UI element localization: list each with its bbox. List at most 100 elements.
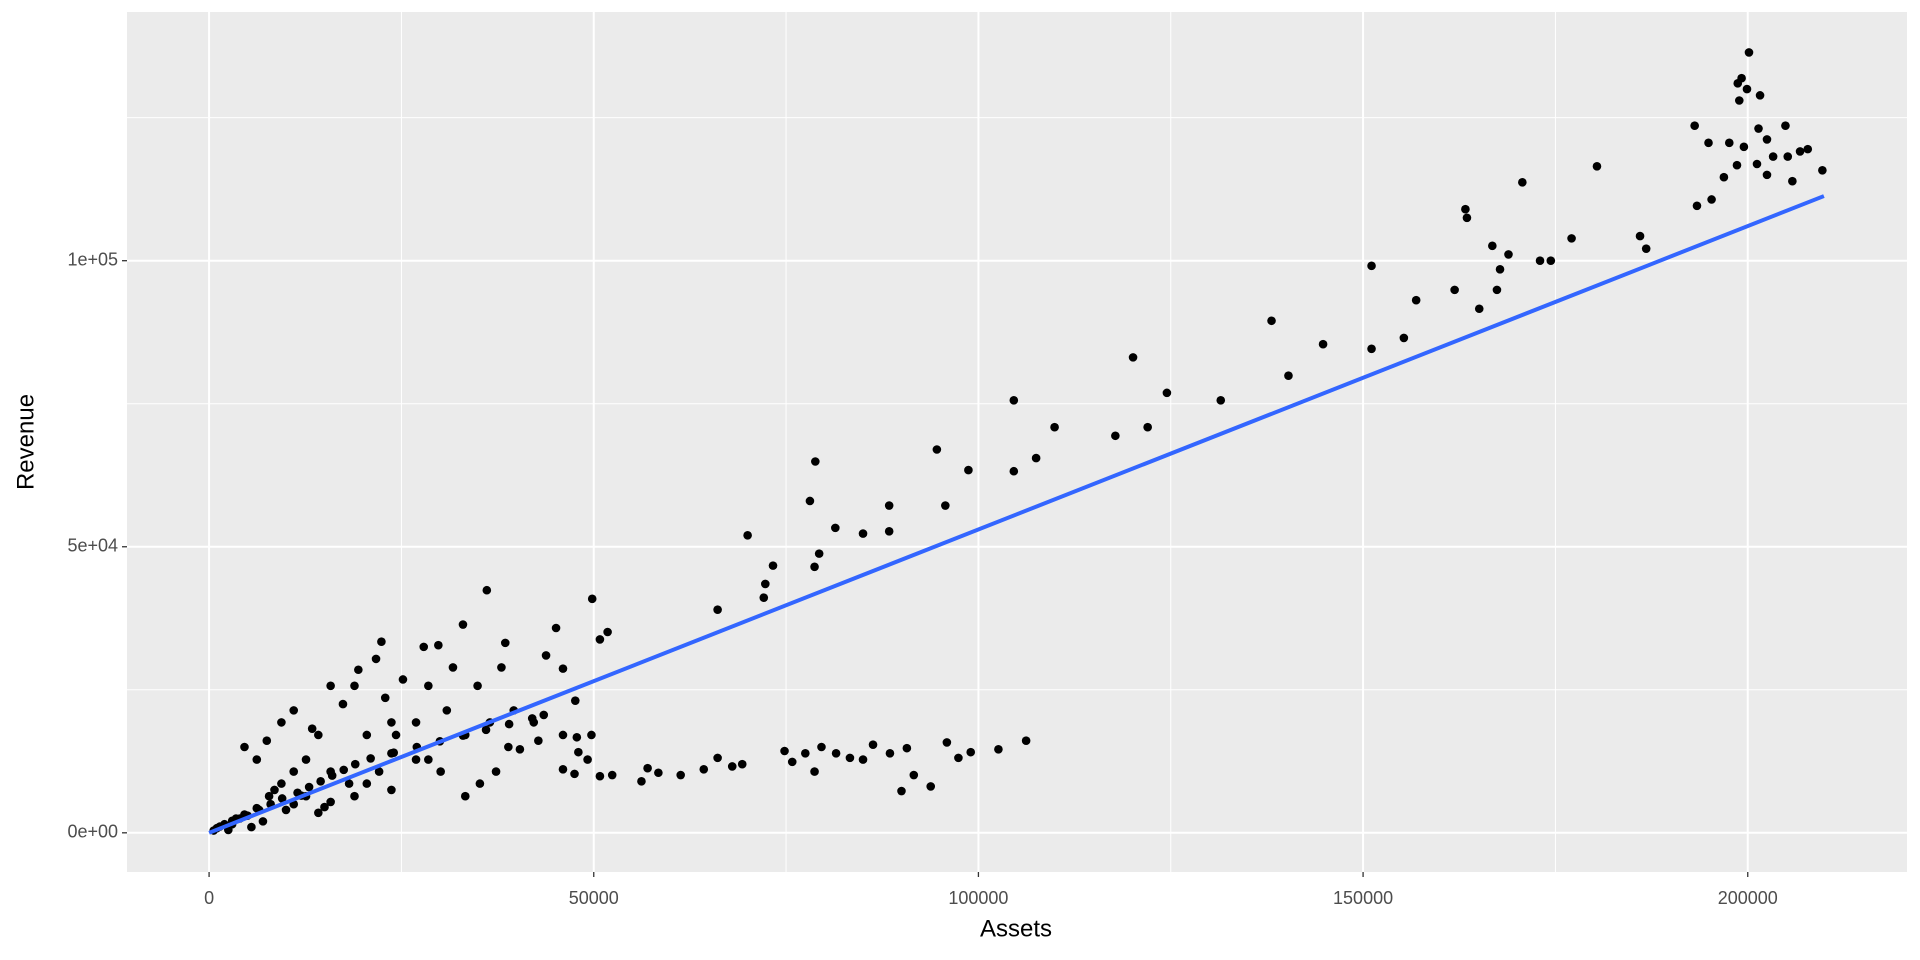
point <box>1781 121 1790 130</box>
point <box>326 681 335 691</box>
point <box>475 779 485 788</box>
point <box>805 496 815 506</box>
point <box>570 769 579 779</box>
point <box>277 718 286 727</box>
point <box>320 802 329 812</box>
point <box>884 501 894 510</box>
point <box>539 710 549 720</box>
point <box>1031 453 1041 463</box>
point <box>858 755 868 764</box>
point <box>281 805 291 815</box>
point <box>654 768 663 778</box>
point <box>442 706 452 715</box>
point <box>1504 250 1513 259</box>
point <box>868 740 878 750</box>
point <box>583 755 592 764</box>
point <box>277 794 287 803</box>
point <box>1495 264 1505 274</box>
point <box>387 785 396 795</box>
point <box>1492 285 1502 295</box>
point <box>316 777 325 786</box>
point <box>897 786 906 796</box>
point <box>289 767 299 776</box>
point <box>1162 388 1172 398</box>
point <box>768 561 778 570</box>
point <box>858 529 868 538</box>
point <box>727 762 737 771</box>
point <box>964 465 973 475</box>
point <box>1518 178 1527 187</box>
x-tick-label: 100000 <box>948 888 1008 908</box>
point <box>491 767 501 776</box>
point <box>350 791 359 801</box>
point <box>780 746 789 756</box>
point <box>810 767 819 776</box>
point <box>252 755 262 764</box>
point <box>387 718 396 727</box>
point <box>1762 170 1772 180</box>
point <box>515 744 525 754</box>
point <box>262 736 272 746</box>
point <box>1367 344 1376 354</box>
point <box>1768 152 1778 161</box>
point <box>1267 316 1276 326</box>
point <box>1411 295 1421 305</box>
point <box>932 445 942 454</box>
point <box>411 718 421 727</box>
point <box>942 738 952 747</box>
point <box>380 693 390 703</box>
point <box>500 638 510 648</box>
point <box>436 767 445 776</box>
point <box>277 779 286 788</box>
point <box>1592 161 1602 171</box>
point <box>473 681 482 691</box>
point <box>1450 285 1459 295</box>
x-tick-label: 150000 <box>1333 888 1393 908</box>
point <box>419 642 429 652</box>
point <box>814 549 824 558</box>
point <box>424 681 433 691</box>
point <box>607 770 617 780</box>
point <box>817 742 826 752</box>
point <box>314 730 323 740</box>
point <box>1111 431 1120 441</box>
point <box>1367 261 1376 271</box>
x-tick-label: 0 <box>204 888 214 908</box>
point <box>926 782 936 791</box>
x-tick-label: 200000 <box>1718 888 1778 908</box>
point <box>497 663 506 672</box>
point <box>743 531 752 540</box>
point <box>574 747 583 757</box>
point <box>1641 244 1651 253</box>
y-tick-label: 5e+04 <box>67 536 118 556</box>
point <box>1474 304 1484 314</box>
point <box>994 744 1003 754</box>
point <box>1546 256 1556 265</box>
point <box>1744 48 1754 57</box>
point <box>1742 84 1752 94</box>
point <box>1284 371 1293 380</box>
point <box>534 736 543 746</box>
point <box>411 755 421 764</box>
point <box>240 742 249 752</box>
point <box>831 748 841 758</box>
y-tick-label: 0e+00 <box>67 822 118 842</box>
x-axis-title: Assets <box>980 915 1052 942</box>
point <box>504 719 514 729</box>
point <box>885 748 895 758</box>
point <box>270 785 279 795</box>
point <box>643 763 652 773</box>
point <box>1762 135 1772 144</box>
point <box>810 562 819 572</box>
point <box>1733 79 1743 88</box>
point <box>398 675 408 684</box>
point <box>831 523 840 533</box>
point <box>1795 147 1805 156</box>
point <box>1732 160 1742 170</box>
point <box>713 753 722 763</box>
point <box>434 640 443 650</box>
point <box>570 696 580 705</box>
point <box>301 755 311 764</box>
point <box>371 654 381 664</box>
